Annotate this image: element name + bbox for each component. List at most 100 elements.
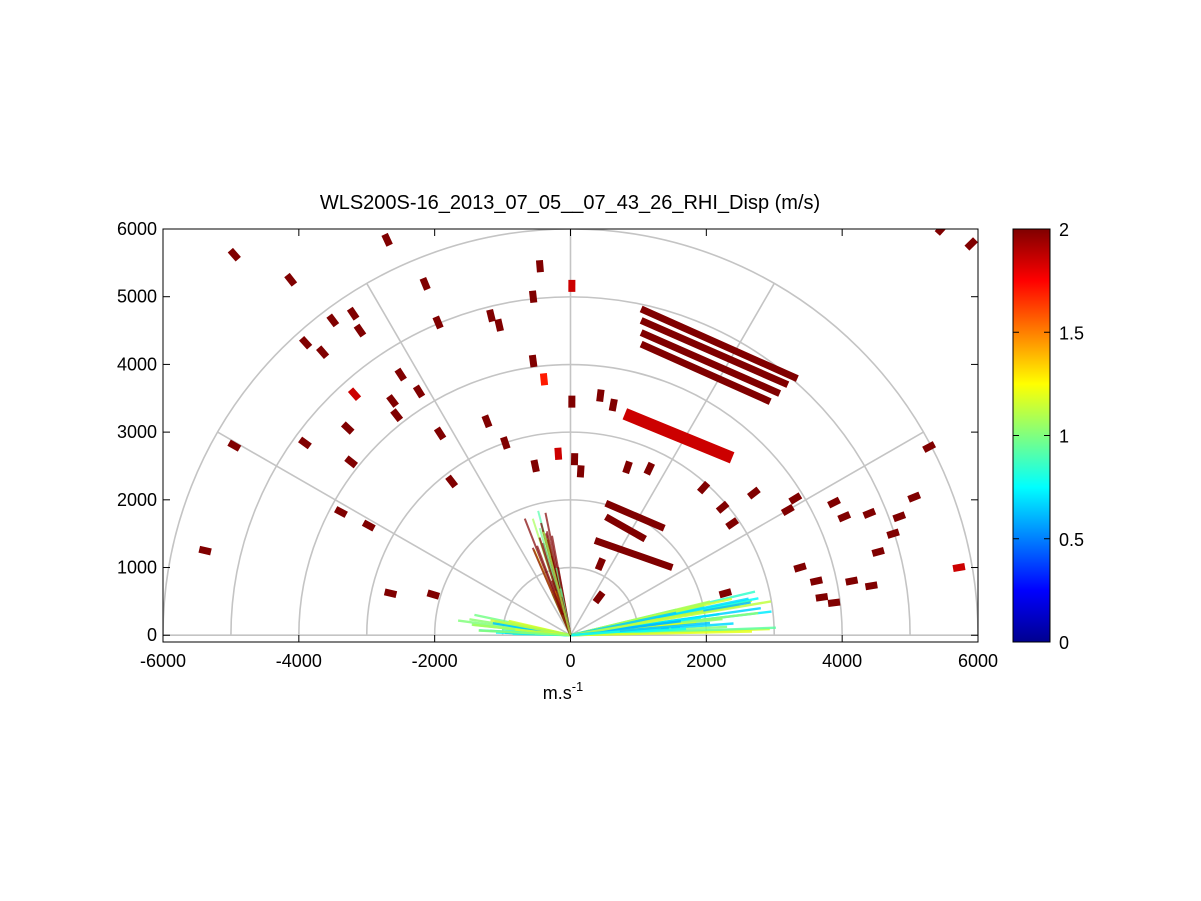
y-tick-label: 0 [147, 625, 157, 645]
fan-ray [523, 518, 572, 636]
range-gate-cell [227, 439, 242, 452]
range-gate-cell [886, 528, 900, 539]
range-gate-cell [715, 500, 730, 514]
return-streak [604, 499, 666, 532]
y-axis: 0 1000 2000 3000 4000 5000 6000 [117, 219, 978, 645]
y-tick-label: 5000 [117, 287, 157, 307]
range-gate-cell [386, 394, 399, 408]
y-tick-label: 2000 [117, 490, 157, 510]
range-gate-cell [934, 229, 948, 236]
range-gate-cell [592, 590, 606, 605]
return-streak [639, 340, 772, 405]
colorbar-tick-label: 0.5 [1059, 530, 1084, 550]
return-streak [639, 305, 799, 382]
fan-ray [570, 630, 752, 637]
range-gate-cell [284, 272, 298, 287]
colorbar-tick-label: 1 [1059, 427, 1069, 447]
range-gate-cell [333, 506, 348, 518]
range-gate-cell [481, 414, 493, 429]
range-gate-cell [528, 354, 538, 368]
y-tick-label: 1000 [117, 558, 157, 578]
range-gate-cell [568, 395, 576, 408]
fan-ray [542, 531, 572, 636]
range-gate-cell [622, 460, 633, 475]
range-gate-cell [922, 441, 937, 453]
range-gate-cell [837, 511, 852, 523]
range-gate-cell [381, 232, 393, 247]
x-axis-label: m.s-1 [543, 679, 584, 703]
range-gate-cell [390, 408, 404, 423]
return-streak [593, 537, 674, 571]
range-gate-cell [964, 237, 978, 251]
azimuth-spoke [366, 283, 572, 636]
data-layer [198, 229, 978, 637]
fan-ray [570, 600, 772, 637]
colorbar-tick-label: 2 [1059, 220, 1069, 240]
range-gate-cell [725, 517, 740, 530]
range-gate-cell [554, 447, 563, 461]
return-streak [604, 513, 647, 543]
range-gate-cell [347, 387, 362, 402]
range-gate-cell [594, 557, 606, 572]
range-gate-cell [494, 318, 504, 332]
x-tick-label: 4000 [822, 651, 862, 671]
x-tick-label: 6000 [958, 651, 998, 671]
range-gate-cell [827, 496, 841, 509]
x-axis-label-superscript: -1 [572, 679, 584, 694]
return-streak [639, 317, 790, 388]
fan-ray [478, 629, 571, 637]
range-gate-cell [535, 259, 544, 273]
range-gate-cell [419, 276, 431, 291]
range-gate-cell [871, 547, 885, 557]
range-gate-cell [361, 519, 376, 532]
range-gate-cell [643, 461, 656, 476]
range-gate-cell [299, 335, 313, 350]
azimuth-spoke [569, 283, 775, 636]
azimuth-spoke [217, 431, 571, 636]
range-gate-cell [346, 306, 360, 321]
range-gate-cell [827, 598, 841, 607]
range-gate-cell [746, 486, 761, 500]
range-gate-cell [530, 459, 540, 473]
chart-title: WLS200S-16_2013_07_05__07_43_26_RHI_Disp… [320, 192, 820, 214]
range-gate-cell [340, 421, 355, 435]
range-gate-cell [809, 576, 823, 586]
range-gate-cell [780, 503, 795, 517]
range-gate-cell [697, 480, 711, 495]
range-gate-cell [892, 511, 907, 523]
y-tick-label: 3000 [117, 422, 157, 442]
range-gate-cell [596, 389, 605, 402]
range-gate-cell [815, 592, 829, 602]
colorbar-ticks: 0 0.5 1 1.5 2 [1013, 220, 1084, 653]
range-gate-cell [568, 279, 576, 292]
range-gate-cell [394, 367, 407, 382]
range-gate-cell [570, 453, 579, 466]
range-gate-cell [608, 398, 618, 412]
colorbar-tick-label: 1.5 [1059, 323, 1084, 343]
range-gate-cell [576, 465, 585, 478]
range-gate-cell [788, 492, 803, 505]
range-gate-cell [412, 384, 426, 399]
x-tick-label: -6000 [140, 651, 186, 671]
near-ground-returns [457, 510, 776, 637]
colorbar-tick-label: 0 [1059, 633, 1069, 653]
range-gate-cell [539, 372, 549, 386]
range-gate-cell [433, 426, 447, 441]
x-tick-label: 2000 [686, 651, 726, 671]
range-gate-cell [426, 589, 441, 600]
range-gate-cell [718, 588, 733, 599]
range-gate-cell [864, 581, 878, 591]
range-gate-cell [227, 247, 241, 262]
range-gate-cell [845, 576, 859, 586]
range-gate-cell [529, 290, 538, 304]
fan-ray [570, 630, 620, 637]
range-gate-cell [353, 323, 367, 338]
y-tick-label: 4000 [117, 354, 157, 374]
range-gate-cell [432, 315, 444, 330]
azimuth-spoke [570, 431, 924, 636]
range-gate-cell [198, 545, 212, 556]
range-gate-cell [907, 491, 922, 503]
range-gate-cell [500, 436, 511, 450]
x-axis: -6000 -4000 -2000 0 2000 4000 6000 [140, 229, 998, 671]
